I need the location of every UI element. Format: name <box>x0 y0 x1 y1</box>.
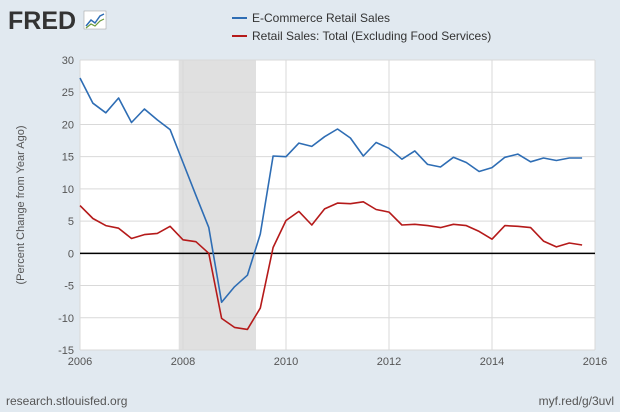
fred-logo[interactable]: FRED <box>8 7 107 35</box>
series-layer <box>79 77 583 331</box>
y-axis-label: (Percent Change from Year Ago) <box>15 126 27 285</box>
series-line-2 <box>79 201 583 331</box>
y-tick-label: -10 <box>58 313 74 325</box>
x-tick-labels: 2006 2008 2010 2012 2014 2016 <box>68 356 607 368</box>
x-tick-label: 2008 <box>171 356 195 368</box>
y-tick-label: 30 <box>62 55 74 67</box>
y-tick-label: -15 <box>58 345 74 357</box>
y-tick-label: 15 <box>62 152 74 164</box>
source-link[interactable]: research.stlouisfed.org <box>6 394 127 408</box>
x-tick-label: 2010 <box>274 356 298 368</box>
y-tick-label: 0 <box>68 248 74 260</box>
y-tick-label: -5 <box>64 281 74 293</box>
x-tick-label: 2012 <box>377 356 401 368</box>
y-tick-label: 25 <box>62 87 74 99</box>
fred-logo-text: FRED <box>8 7 76 35</box>
legend-label-2: Retail Sales: Total (Excluding Food Serv… <box>252 29 491 43</box>
legend-entry-2: Retail Sales: Total (Excluding Food Serv… <box>232 29 491 43</box>
y-tick-label: 20 <box>62 119 74 131</box>
x-tick-label: 2014 <box>480 356 504 368</box>
recession-layer <box>178 60 256 350</box>
x-tick-label: 2006 <box>68 356 92 368</box>
legend-entry-1: E-Commerce Retail Sales <box>232 11 390 25</box>
x-tick-label: 2016 <box>583 356 607 368</box>
plot-area <box>80 60 595 350</box>
short-url-link[interactable]: myf.red/g/3uvl <box>539 394 614 408</box>
logo-chart-icon <box>83 10 107 30</box>
series-line-1 <box>79 77 583 304</box>
legend: E-Commerce Retail Sales Retail Sales: To… <box>232 11 491 43</box>
y-tick-label: 10 <box>62 184 74 196</box>
grid-layer <box>79 59 596 351</box>
legend-label-1: E-Commerce Retail Sales <box>252 11 390 25</box>
y-tick-labels: -15 -10 -5 0 5 10 15 20 25 30 <box>58 55 74 357</box>
y-tick-label: 5 <box>68 216 74 228</box>
recession-shade <box>178 60 256 350</box>
